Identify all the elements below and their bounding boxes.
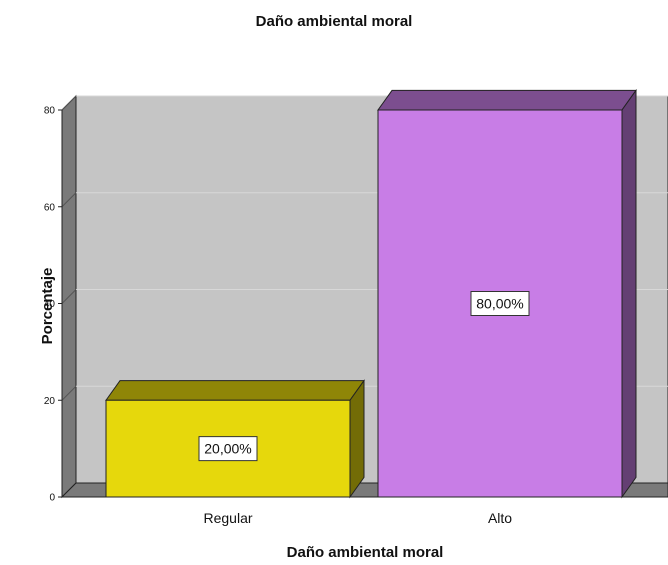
x-axis-label: Daño ambiental moral — [286, 544, 444, 561]
gridline-side — [61, 385, 77, 401]
bar-side — [621, 88, 637, 499]
gridline-side — [61, 192, 77, 208]
data-label: 80,00% — [476, 296, 523, 312]
gridline-side — [61, 289, 77, 304]
bar — [105, 399, 351, 498]
data-label-box — [198, 436, 258, 462]
bar-side — [349, 379, 365, 499]
y-tick-label: 60 — [44, 202, 56, 213]
y-tick-label: 40 — [44, 299, 56, 310]
y-tick-label: 80 — [44, 106, 56, 117]
gridline-side — [61, 95, 77, 111]
data-label-box — [470, 291, 530, 316]
x-tick-label: Alto — [488, 510, 512, 526]
y-tick-label: 0 — [49, 493, 55, 504]
data-label: 20,00% — [204, 441, 251, 457]
bar-top — [105, 380, 365, 401]
chart-title: Daño ambiental moral — [255, 13, 413, 30]
bar-top — [377, 89, 637, 111]
x-tick-label: Regular — [203, 510, 252, 526]
y-tick-label: 20 — [44, 396, 56, 407]
